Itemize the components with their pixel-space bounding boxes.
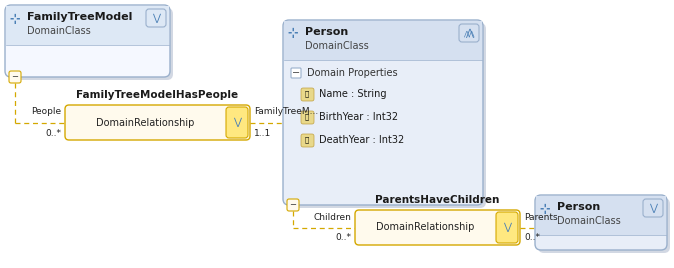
Text: FamilyTreeModel: FamilyTreeModel [27,12,132,22]
FancyBboxPatch shape [287,199,299,211]
Text: DomainClass: DomainClass [27,26,91,36]
Text: People: People [31,107,61,117]
Text: −: − [11,73,18,81]
Bar [284,21,482,60]
FancyBboxPatch shape [301,134,314,147]
Text: Name : String: Name : String [319,89,386,99]
Text: BirthYear : Int32: BirthYear : Int32 [319,112,398,122]
FancyBboxPatch shape [283,20,483,205]
Text: ⊹: ⊹ [540,203,550,215]
FancyBboxPatch shape [538,198,670,253]
Text: 🏛: 🏛 [305,114,309,120]
Text: Children: Children [313,213,351,221]
Text: DomainRelationship: DomainRelationship [96,117,195,128]
Text: ⋁: ⋁ [503,222,511,233]
Text: DomainRelationship: DomainRelationship [376,222,474,233]
Text: FamilyTreeModelHasPeople: FamilyTreeModelHasPeople [76,90,239,100]
FancyBboxPatch shape [8,8,173,80]
FancyBboxPatch shape [146,9,166,27]
Text: −: − [292,68,300,78]
FancyBboxPatch shape [301,88,314,101]
Text: DeathYear : Int32: DeathYear : Int32 [319,135,404,145]
Text: ParentsHaveChildren: ParentsHaveChildren [375,195,499,205]
Text: ⋀⋀: ⋀⋀ [463,31,474,37]
FancyBboxPatch shape [496,212,518,243]
FancyBboxPatch shape [301,111,314,124]
Bar [6,6,169,45]
Text: ⊹: ⊹ [288,28,299,40]
FancyBboxPatch shape [459,24,479,42]
Text: ⋁: ⋁ [233,117,241,128]
FancyBboxPatch shape [643,199,663,217]
Text: Parents: Parents [524,213,557,221]
Text: 1..1: 1..1 [254,128,271,137]
FancyBboxPatch shape [355,210,520,245]
Text: FamilyTreeM...: FamilyTreeM... [254,107,318,117]
Text: ⊹: ⊹ [9,13,20,25]
Text: 0..*: 0..* [45,128,61,137]
Text: ⋁: ⋁ [649,203,657,213]
Bar [536,196,666,235]
FancyBboxPatch shape [65,105,250,140]
Text: ⋁: ⋁ [152,13,160,23]
FancyBboxPatch shape [291,68,301,78]
Text: Person: Person [557,202,601,212]
FancyBboxPatch shape [286,23,486,208]
Text: DomainClass: DomainClass [557,216,621,226]
Text: −: − [290,200,297,210]
Text: 🏛: 🏛 [305,91,309,97]
FancyBboxPatch shape [5,5,170,77]
Text: Person: Person [305,27,348,37]
FancyBboxPatch shape [226,107,248,138]
Text: DomainClass: DomainClass [305,41,369,51]
FancyBboxPatch shape [9,71,21,83]
Text: Domain Properties: Domain Properties [307,68,398,78]
Text: 0..*: 0..* [524,233,540,243]
Text: ⋀: ⋀ [465,28,473,38]
Text: 0..*: 0..* [335,233,351,243]
Text: 🏛: 🏛 [305,137,309,143]
FancyBboxPatch shape [535,195,667,250]
